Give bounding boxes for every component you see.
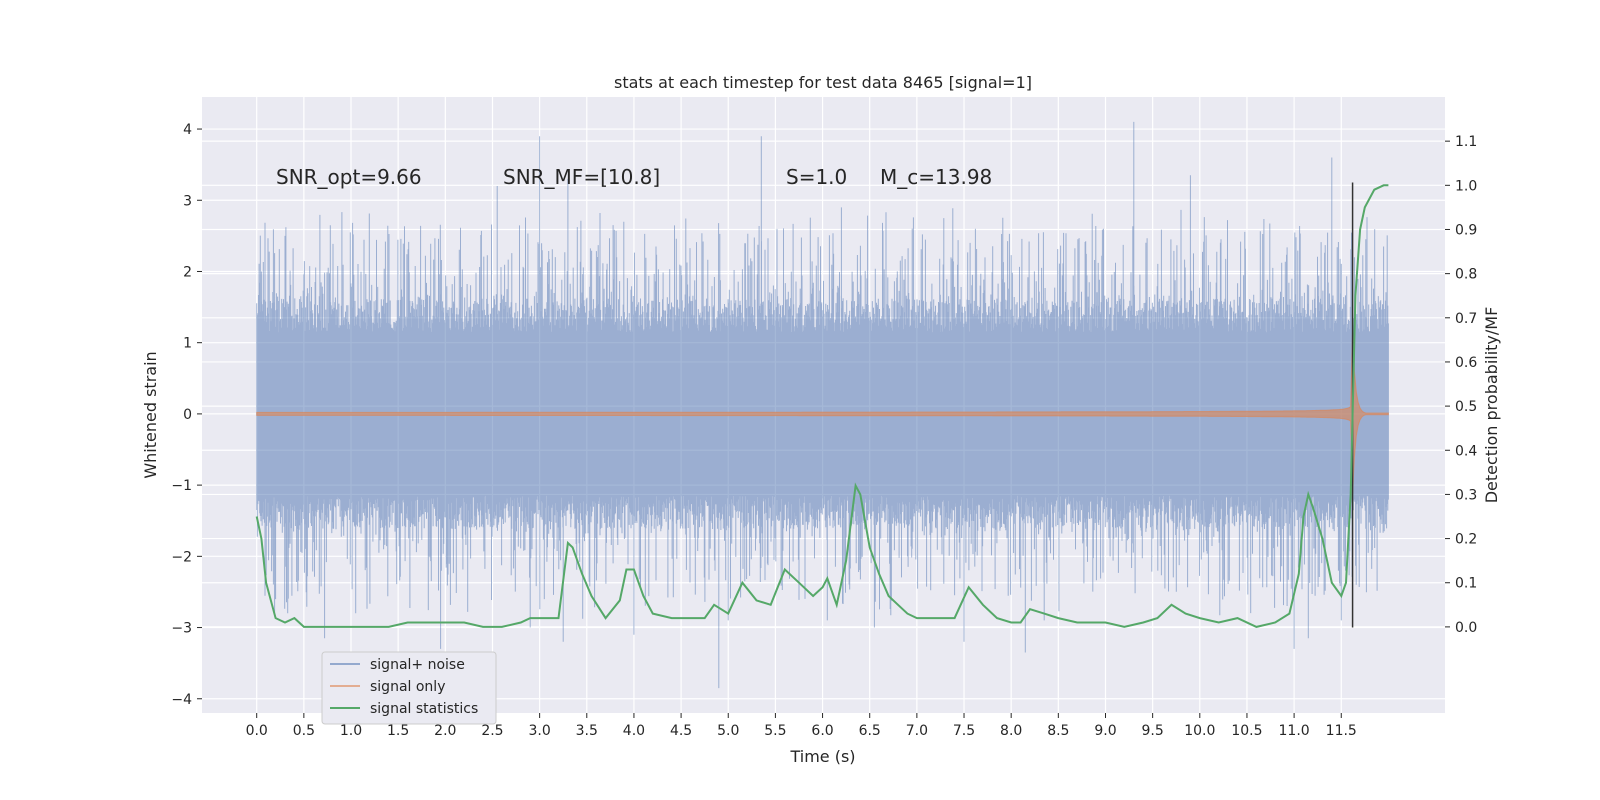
chirp-envelope	[256, 331, 1389, 496]
chart-title: stats at each timestep for test data 846…	[614, 73, 1032, 92]
y2-tick-label: 0.1	[1455, 576, 1477, 592]
legend-box	[321, 651, 497, 725]
x-tick-label: 10.5	[1231, 723, 1262, 739]
x-tick-label: 5.5	[764, 723, 786, 739]
series-signal-statistics	[255, 184, 1389, 628]
y-tick-label: −1	[171, 478, 192, 494]
x-tick-label: 9.5	[1142, 723, 1164, 739]
x-tick-label: 3.5	[576, 723, 598, 739]
legend-label-signal-only: signal only	[370, 679, 445, 695]
y2-axis-ticks: 0.0 0.1 0.2 0.3 0.4 0.5 0.6 0.7 0.8 0.9 1.0 1.1	[1445, 134, 1477, 636]
x-tick-label: 7.0	[906, 723, 928, 739]
x-tick-label: 5.0	[717, 723, 739, 739]
y-tick-label: −2	[171, 549, 192, 565]
x-tick-label: 3.0	[528, 723, 550, 739]
y-tick-label: −4	[171, 692, 192, 708]
y2-tick-label: 0.7	[1455, 311, 1477, 327]
x-tick-label: 10.0	[1184, 723, 1215, 739]
annotation-mc: M_c=13.98	[880, 165, 992, 189]
annotation-s: S=1.0	[786, 165, 847, 189]
y-tick-label: 0	[183, 407, 192, 423]
legend: signal+ noise signal only signal statist…	[321, 651, 497, 725]
x-tick-label: 11.0	[1279, 723, 1310, 739]
y2-tick-label: 0.3	[1455, 487, 1477, 503]
y2-tick-label: 0.8	[1455, 267, 1477, 283]
y-tick-label: 1	[183, 336, 192, 352]
x-tick-label: 4.5	[670, 723, 692, 739]
x-axis-label: Time (s)	[789, 747, 855, 766]
x-tick-label: 0.5	[293, 723, 315, 739]
x-tick-label: 1.0	[340, 723, 362, 739]
y2-tick-label: 0.4	[1455, 443, 1477, 459]
x-tick-label: 8.0	[1000, 723, 1022, 739]
x-tick-label: 0.0	[246, 723, 268, 739]
x-tick-label: 1.5	[387, 723, 409, 739]
y2-tick-label: 1.0	[1455, 178, 1477, 194]
legend-label-signal-statistics: signal statistics	[370, 701, 478, 717]
y2-tick-label: 0.6	[1455, 355, 1477, 371]
x-tick-label: 4.0	[623, 723, 645, 739]
y2-tick-label: 1.1	[1455, 134, 1477, 150]
y2-tick-label: 0.9	[1455, 222, 1477, 238]
series-signal-only	[256, 331, 1389, 496]
x-tick-label: 6.0	[811, 723, 833, 739]
y-tick-label: 2	[183, 264, 192, 280]
annotation-snr-opt: SNR_opt=9.66	[276, 165, 422, 189]
x-tick-label: 7.5	[953, 723, 975, 739]
x-tick-label: 6.5	[859, 723, 881, 739]
annotation-snr-mf: SNR_MF=[10.8]	[503, 165, 660, 189]
legend-label-signal-noise: signal+ noise	[370, 657, 465, 673]
x-tick-label: 9.0	[1094, 723, 1116, 739]
y2-tick-label: 0.5	[1455, 399, 1477, 415]
y2-tick-label: 0.0	[1455, 620, 1477, 636]
y-tick-label: 3	[183, 193, 192, 209]
y-tick-label: −3	[171, 621, 192, 637]
y2-tick-label: 0.2	[1455, 532, 1477, 548]
y-axis-label: Whitened strain	[141, 351, 160, 478]
y-axis-ticks: −4 −3 −2 −1 0 1 2 3 4	[171, 122, 202, 708]
x-tick-label: 2.5	[481, 723, 503, 739]
x-tick-label: 11.5	[1326, 723, 1357, 739]
x-tick-label: 8.5	[1047, 723, 1069, 739]
x-axis-ticks: 0.0 0.5 1.0 1.5 2.0 2.5 3.0 3.5 4.0 4.5 5.0 5.5 6.0 6…	[246, 713, 1357, 739]
x-tick-label: 2.0	[434, 723, 456, 739]
y-tick-label: 4	[183, 122, 192, 138]
y2-axis-label: Detection probability/MF	[1482, 307, 1501, 504]
